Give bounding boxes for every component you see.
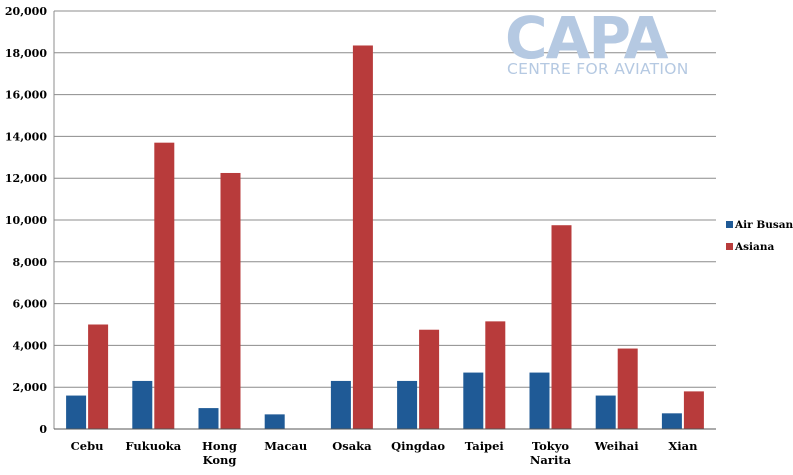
- x-tick-label: Qingdao: [391, 439, 445, 453]
- logo-main-text: CAPA: [505, 4, 669, 72]
- legend-label: Air Busan: [734, 219, 793, 231]
- x-tick-label: Weihai: [594, 439, 639, 453]
- bar-asiana: [419, 329, 440, 429]
- bar-air-busan: [463, 372, 484, 429]
- bar-asiana: [88, 324, 109, 429]
- y-tick-label: 2,000: [13, 381, 48, 394]
- capa-logo: CAPA CENTRE FOR AVIATION: [505, 4, 689, 78]
- bar-air-busan: [661, 413, 682, 429]
- legend-swatch: [726, 243, 733, 250]
- bar-air-busan: [132, 380, 153, 429]
- y-tick-label: 10,000: [5, 214, 47, 227]
- bar-asiana: [154, 142, 175, 430]
- y-tick-label: 18,000: [5, 47, 47, 60]
- y-tick-label: 20,000: [5, 5, 47, 18]
- legend-label: Asiana: [734, 241, 774, 253]
- bar-asiana: [485, 321, 506, 429]
- logo-sub-text: CENTRE FOR AVIATION: [507, 60, 689, 78]
- bars: [66, 45, 704, 430]
- legend-swatch: [726, 221, 733, 228]
- x-tick-label: Cebu: [71, 439, 104, 453]
- x-tick-label: Fukuoka: [125, 439, 181, 453]
- bar-air-busan: [198, 408, 219, 429]
- bar-asiana: [352, 45, 373, 430]
- y-tick-label: 0: [39, 423, 47, 436]
- y-tick-label: 8,000: [13, 256, 48, 269]
- y-tick-label: 6,000: [13, 298, 48, 311]
- x-tick-label: Taipei: [465, 439, 505, 453]
- bar-air-busan: [397, 380, 418, 429]
- bar-asiana: [683, 391, 704, 429]
- y-axis: 0 2,000 4,000 6,000 8,000 10,000 12,000 14,000 1…: [5, 5, 55, 436]
- bar-asiana: [617, 348, 638, 429]
- bar-air-busan: [330, 380, 351, 429]
- bar-air-busan: [66, 395, 87, 429]
- bar-air-busan: [264, 414, 285, 429]
- x-tick-label: Xian: [668, 439, 698, 453]
- bar-asiana: [220, 172, 241, 429]
- y-tick-label: 4,000: [13, 339, 48, 352]
- bar-air-busan: [529, 372, 550, 429]
- y-tick-label: 12,000: [5, 172, 47, 185]
- bar-asiana: [551, 225, 572, 429]
- legend: Air Busan Asiana: [726, 219, 793, 253]
- y-tick-label: 16,000: [5, 89, 47, 102]
- bar-air-busan: [595, 395, 616, 429]
- x-tick-label: Hong Kong: [202, 439, 237, 467]
- x-tick-label: Osaka: [332, 439, 372, 453]
- x-tick-label: Tokyo Narita: [530, 439, 572, 467]
- x-axis: Cebu Fukuoka Hong Kong Macau Osaka Qingdao Taip…: [54, 428, 716, 467]
- y-tick-label: 14,000: [5, 130, 47, 143]
- x-tick-label: Macau: [264, 439, 307, 453]
